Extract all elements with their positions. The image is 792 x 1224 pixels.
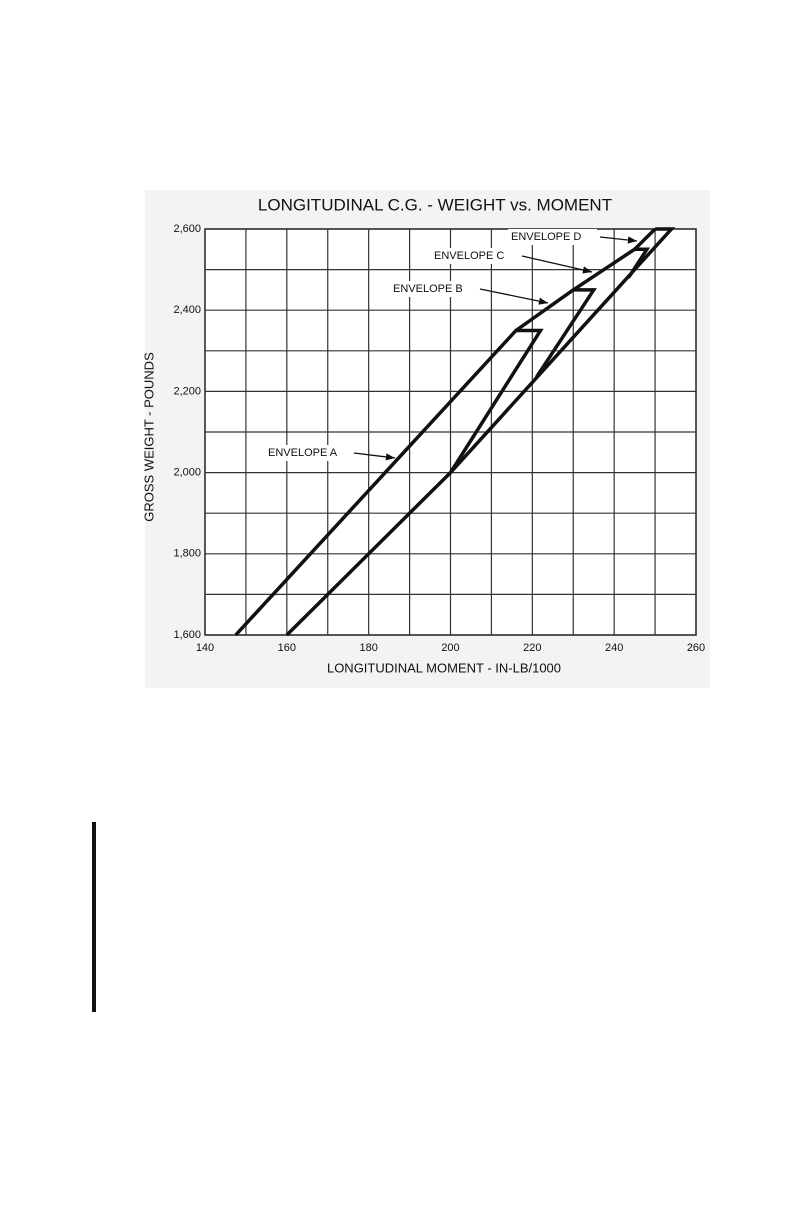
envelope-line [514,288,597,379]
annotation-arrow [353,452,396,461]
annotation: ENVELOPE B [393,283,463,295]
x-axis-label: LONGITUDINAL MOMENT - IN-LB/1000 [327,660,561,675]
envelope-line [572,247,651,292]
annotation: ENVELOPE C [434,250,504,262]
envelope-line [234,328,544,637]
y-tick-label: 1,600 [173,629,201,641]
annotation-background [431,248,519,264]
x-tick-label: 220 [523,642,541,654]
y-tick-label: 2,400 [173,304,201,316]
x-tick-label: 180 [359,642,377,654]
y-tick-label: 1,800 [173,548,201,560]
annotation-background [390,281,477,297]
annotation-arrow [521,255,593,274]
envelope-line [449,227,676,474]
x-tick-label: 140 [196,642,214,654]
envelope-line [633,227,657,251]
annotation-arrow [479,288,549,305]
annotation: ENVELOPE D [511,231,581,243]
annotation-background [508,229,597,245]
chart-title: LONGITUDINAL C.G. - WEIGHT vs. MOMENT [258,195,612,214]
x-tick-label: 160 [278,642,296,654]
y-tick-label: 2,000 [173,467,201,479]
y-tick-label: 2,200 [173,385,201,397]
annotation: ENVELOPE A [268,447,338,459]
x-tick-label: 260 [687,642,705,654]
change-bar [92,822,96,1012]
x-tick-label: 240 [605,642,623,654]
y-tick-label: 2,600 [173,223,201,235]
annotation-arrow [599,236,638,244]
y-axis-label: GROSS WEIGHT - POUNDS [141,352,156,522]
annotation-background [265,445,351,461]
x-tick-label: 200 [441,642,459,654]
